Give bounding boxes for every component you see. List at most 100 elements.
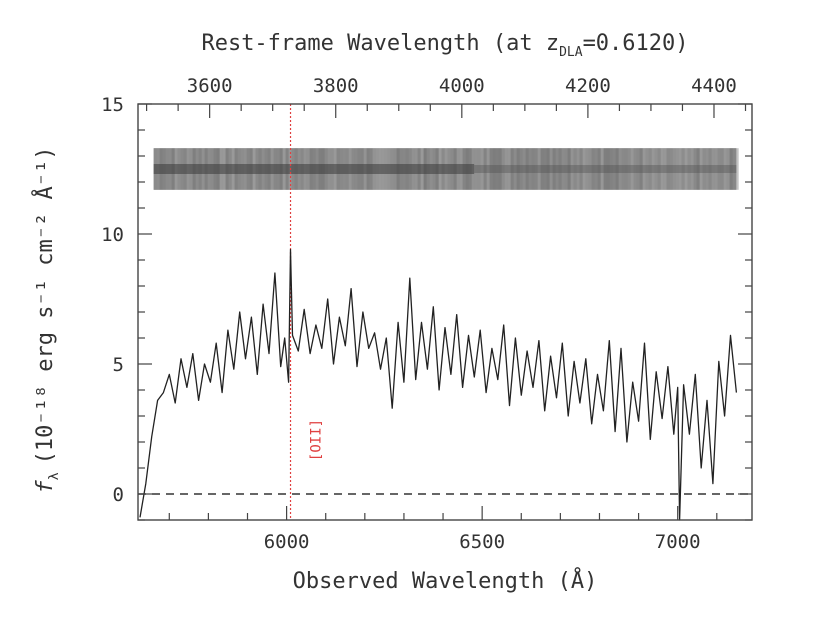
spectrum-image-noise: [684, 148, 688, 190]
spectrum-image-noise: [561, 148, 565, 190]
spectrum-image-noise: [693, 148, 697, 190]
y-axis-title-symbol: f: [33, 479, 58, 493]
spectrum-image-noise: [639, 148, 643, 190]
spectrum-image-noise: [495, 148, 499, 190]
spectrum-image-noise: [498, 148, 502, 190]
top-tick-label: 3800: [313, 75, 359, 97]
spectrum-image-noise: [543, 148, 547, 190]
spectrum-image-noise: [540, 148, 544, 190]
plot-frame: [137, 103, 753, 521]
spectrum-image-noise: [645, 148, 649, 190]
spectrum-image-noise: [657, 148, 661, 190]
x-tick-label: 6500: [459, 531, 505, 553]
spectrum-image-noise: [681, 148, 685, 190]
spectrum-image-noise: [492, 148, 496, 190]
spectrum-image-noise: [519, 148, 523, 190]
spectrum-image-noise: [696, 148, 700, 190]
spectrum-line: [139, 248, 738, 521]
spectrum-image-noise: [669, 148, 673, 190]
spectrum-image-noise: [555, 148, 559, 190]
spectrum-image-noise: [579, 148, 583, 190]
spectrum-image-noise: [513, 148, 517, 190]
spectrum-image-noise: [705, 148, 709, 190]
spectrum-image-noise: [588, 148, 592, 190]
spectrum-image-noise: [621, 148, 625, 190]
spectrum-image-noise: [609, 148, 613, 190]
spectrum-image-noise: [531, 148, 535, 190]
spectrum-image-noise: [726, 148, 730, 190]
spectrum-image-noise: [627, 148, 631, 190]
spectrum-image-noise: [612, 148, 616, 190]
spectrum-image-noise: [480, 148, 484, 190]
top-tick-label: 4000: [439, 75, 485, 97]
spectrum-image-noise: [660, 148, 664, 190]
spectrum-image-noise: [504, 148, 508, 190]
y-axis-title-units: (10⁻¹⁸ erg s⁻¹ cm⁻² Å⁻¹): [31, 147, 58, 465]
spectrum-image-noise: [558, 148, 562, 190]
spectrum-image-noise: [720, 148, 724, 190]
spectrum-image-noise: [714, 148, 718, 190]
spectrum-image-noise: [507, 148, 511, 190]
spectrum-image-noise: [546, 148, 550, 190]
spectrum-image-noise: [735, 148, 739, 190]
spectrum-image-noise: [567, 148, 571, 190]
spectrum-image-noise: [687, 148, 691, 190]
spectrum-image-noise: [549, 148, 553, 190]
spectrum-image-noise: [642, 148, 646, 190]
spectrum-image-noise: [732, 148, 736, 190]
spectrum-image-noise: [633, 148, 637, 190]
spectrum-image-noise: [624, 148, 628, 190]
spectrum-image-noise: [483, 148, 487, 190]
spectrum-2d-image: [153, 148, 739, 190]
spectrum-image-noise: [585, 148, 589, 190]
top-axis-title-subscript: DLA: [559, 45, 583, 60]
spectrum-image-noise: [711, 148, 715, 190]
spectrum-image-noise: [708, 148, 712, 190]
y-tick-label: 10: [101, 224, 124, 246]
spectrum-image-noise: [534, 148, 538, 190]
spectrum-image-noise: [573, 148, 577, 190]
spectrum-image-noise: [636, 148, 640, 190]
top-tick-label: 4200: [565, 75, 611, 97]
spectrum-image-noise: [510, 148, 514, 190]
spectrum-image-noise: [666, 148, 670, 190]
spectrum-image-noise: [654, 148, 658, 190]
spectrum-image-trace-faint: [474, 165, 737, 173]
spectrum-image-noise: [486, 148, 490, 190]
spectrum-image-noise: [615, 148, 619, 190]
spectrum-image-noise: [723, 148, 727, 190]
spectrum-image-noise: [570, 148, 574, 190]
x-axis-title: Observed Wavelength (Å): [293, 567, 598, 594]
spectrum-image-noise: [489, 148, 493, 190]
spectrum-image-noise: [702, 148, 706, 190]
y-tick-label: 0: [113, 484, 124, 506]
spectrum-image-trace: [153, 164, 475, 174]
spectrum-image-noise: [699, 148, 703, 190]
y-axis-title: fλ (10⁻¹⁸ erg s⁻¹ cm⁻² Å⁻¹): [31, 147, 62, 494]
spectrum-image-noise: [582, 148, 586, 190]
top-tick-label: 3600: [187, 75, 233, 97]
y-tick-label: 15: [101, 94, 124, 116]
spectrum-image-noise: [606, 148, 610, 190]
oii-label: [OII]: [309, 419, 325, 461]
spectrum-image-noise: [690, 148, 694, 190]
y-tick-label: 5: [113, 354, 124, 376]
spectrum-image-noise: [651, 148, 655, 190]
y-axis-title-symbol-subscript: λ: [47, 472, 62, 480]
top-axis-title-suffix: =0.6120): [583, 31, 689, 56]
top-tick-label: 4400: [691, 75, 737, 97]
spectrum-image-noise: [501, 148, 505, 190]
plot-marks: [OII]: [138, 104, 752, 521]
spectrum-image-noise: [537, 148, 541, 190]
spectrum-image-noise: [522, 148, 526, 190]
spectrum-image-noise: [477, 148, 481, 190]
spectrum-image-noise: [672, 148, 676, 190]
spectrum-image-noise: [630, 148, 634, 190]
x-tick-label: 6000: [264, 531, 310, 553]
spectrum-image-noise: [678, 148, 682, 190]
top-axis-title-prefix: Rest-frame Wavelength (at z: [201, 31, 559, 56]
spectrum-image-noise: [648, 148, 652, 190]
x-tick-label: 7000: [655, 531, 701, 553]
spectrum-image-noise: [525, 148, 529, 190]
